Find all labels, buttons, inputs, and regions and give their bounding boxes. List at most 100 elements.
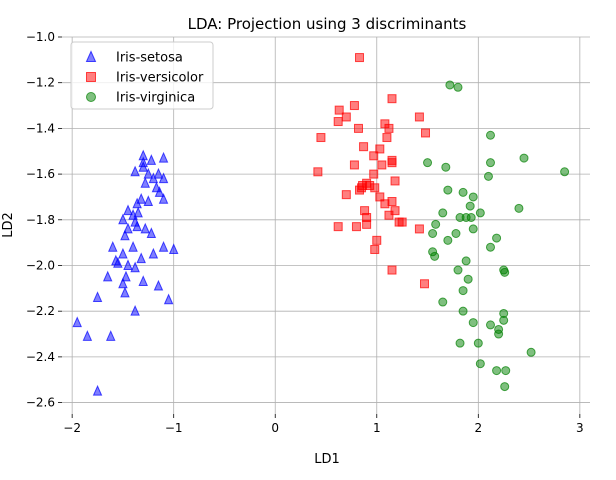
iris-versicolor-point bbox=[375, 192, 385, 202]
iris-setosa-point bbox=[136, 252, 146, 264]
iris-versicolor-point bbox=[387, 94, 397, 104]
iris-virginica-point bbox=[455, 338, 465, 348]
iris-versicolor-point bbox=[355, 185, 365, 195]
iris-versicolor-point bbox=[419, 279, 429, 289]
x-axis-label: LD1 bbox=[314, 452, 340, 467]
iris-versicolor-point bbox=[414, 224, 424, 234]
iris-virginica-point bbox=[519, 153, 529, 163]
iris-versicolor-point bbox=[390, 176, 400, 186]
iris-virginica-point bbox=[483, 171, 493, 181]
iris-virginica-point bbox=[461, 256, 471, 266]
y-tick-label: −2.4 bbox=[26, 350, 55, 364]
iris-versicolor-point bbox=[397, 217, 407, 227]
legend-label-iris-virginica: Iris-virginica bbox=[116, 91, 195, 106]
iris-versicolor-point bbox=[333, 117, 343, 127]
iris-virginica-point bbox=[458, 187, 468, 197]
iris-setosa-point bbox=[146, 154, 157, 165]
x-tick-label: 2 bbox=[474, 421, 482, 435]
y-tick-label: −1.2 bbox=[26, 76, 55, 90]
iris-setosa-point bbox=[130, 261, 140, 273]
iris-versicolor-point bbox=[370, 244, 380, 254]
legend-marker-iris-versicolor bbox=[86, 72, 96, 82]
iris-setosa-point bbox=[146, 227, 157, 238]
y-tick-label: −2.0 bbox=[26, 258, 55, 272]
iris-versicolor-point bbox=[382, 133, 392, 143]
y-tick-label: −2.2 bbox=[26, 304, 55, 318]
legend-marker-iris-setosa bbox=[85, 50, 97, 62]
tick-labels: −2 −1 0 1 2 3 −2.6 −2.4 −2.2 −2.0 −1.8 −1.6 −1.4 −1.2… bbox=[26, 30, 584, 435]
iris-setosa-point bbox=[163, 293, 174, 305]
iris-setosa-point bbox=[82, 330, 93, 341]
iris-virginica-point bbox=[485, 320, 495, 330]
iris-setosa-point bbox=[120, 286, 130, 298]
iris-setosa-point bbox=[118, 213, 128, 225]
iris-setosa-point bbox=[72, 316, 83, 328]
iris-versicolor-point bbox=[375, 144, 385, 154]
iris-virginica-point bbox=[438, 208, 448, 218]
iris-versicolor-point bbox=[349, 160, 359, 170]
iris-virginica-point bbox=[466, 213, 476, 223]
legend-marker-iris-virginica bbox=[86, 92, 96, 102]
iris-setosa-point bbox=[158, 240, 169, 252]
iris-versicolor-point bbox=[353, 123, 363, 133]
iris-setosa-point bbox=[92, 384, 103, 396]
iris-versicolor-point bbox=[384, 123, 394, 133]
iris-setosa-point bbox=[132, 220, 142, 232]
iris-versicolor-point bbox=[372, 235, 382, 245]
iris-setosa-point bbox=[153, 279, 164, 291]
x-tick-label: −1 bbox=[165, 421, 183, 435]
iris-versicolor-point bbox=[369, 151, 379, 161]
iris-setosa-point bbox=[105, 330, 116, 341]
iris-virginica-point bbox=[441, 162, 451, 172]
iris-virginica-point bbox=[458, 286, 468, 296]
iris-virginica-point bbox=[465, 201, 475, 211]
iris-versicolor-point bbox=[377, 160, 387, 170]
iris-virginica-point bbox=[443, 185, 453, 195]
iris-virginica-point bbox=[475, 208, 485, 218]
iris-setosa-point bbox=[140, 176, 151, 188]
iris-setosa-point bbox=[168, 243, 179, 254]
iris-versicolor-point bbox=[421, 128, 431, 138]
iris-versicolor-point bbox=[355, 53, 365, 63]
iris-virginica-point bbox=[443, 235, 453, 245]
iris-virginica-point bbox=[500, 382, 510, 392]
iris-virginica-point bbox=[485, 158, 495, 168]
iris-virginica-point bbox=[473, 338, 483, 348]
iris-setosa-point bbox=[130, 304, 140, 316]
iris-setosa-point bbox=[123, 259, 133, 270]
iris-setosa-point bbox=[133, 206, 143, 218]
iris-virginica-point bbox=[430, 251, 440, 261]
iris-virginica-point bbox=[499, 315, 509, 325]
iris-virginica-point bbox=[453, 82, 463, 92]
iris-virginica-point bbox=[431, 219, 441, 229]
iris-virginica-point bbox=[428, 228, 438, 238]
iris-virginica-point bbox=[451, 228, 461, 238]
iris-versicolor-point bbox=[414, 112, 424, 122]
iris-versicolor-point bbox=[387, 265, 397, 275]
iris-versicolor-point bbox=[362, 219, 372, 229]
iris-setosa-point bbox=[136, 192, 146, 204]
iris-setosa-point bbox=[138, 161, 149, 172]
iris-setosa-point bbox=[111, 254, 121, 266]
iris-versicolor-point bbox=[334, 105, 344, 115]
y-tick-label: −1.8 bbox=[26, 213, 55, 227]
iris-setosa-point bbox=[118, 277, 128, 289]
iris-setosa-point bbox=[153, 167, 164, 179]
iris-virginica-point bbox=[468, 318, 478, 328]
iris-virginica-point bbox=[468, 224, 478, 234]
iris-setosa-point bbox=[123, 204, 133, 216]
iris-versicolor-point bbox=[390, 206, 400, 216]
iris-versicolor-point bbox=[370, 183, 380, 193]
y-tick-label: −1.4 bbox=[26, 121, 55, 135]
iris-setosa-point bbox=[158, 172, 169, 184]
legend-label-iris-versicolor: Iris-versicolor bbox=[116, 71, 204, 86]
iris-setosa-point bbox=[143, 167, 154, 179]
iris-virginica-point bbox=[485, 130, 495, 140]
iris-setosa-point bbox=[138, 275, 149, 286]
iris-virginica-point bbox=[445, 80, 455, 90]
legend: Iris-setosa Iris-versicolor Iris-virginica bbox=[70, 41, 214, 110]
iris-versicolor-point bbox=[380, 199, 390, 209]
x-tick-label: 3 bbox=[576, 421, 584, 435]
iris-versicolor-point bbox=[387, 158, 397, 168]
